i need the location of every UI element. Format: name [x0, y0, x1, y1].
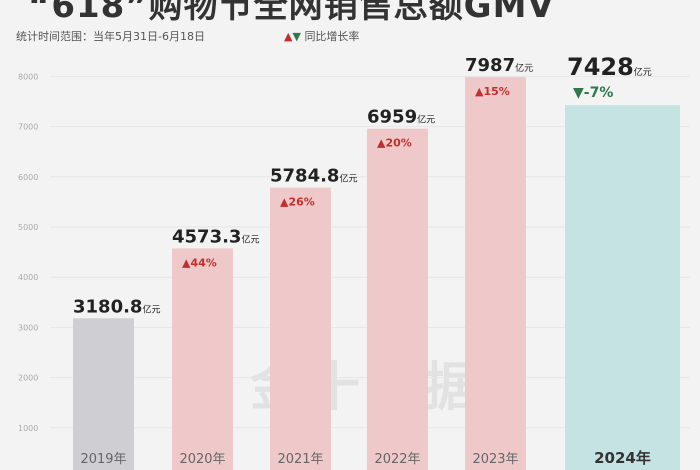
bar	[367, 128, 428, 470]
value-label: 3180.8亿元	[73, 296, 160, 317]
value-label: 7987亿元	[465, 55, 533, 76]
unit-label: 亿元	[634, 66, 652, 78]
x-tick-label: 2019年	[80, 452, 126, 467]
down-arrow-icon: ▼	[292, 30, 301, 43]
bar	[465, 77, 526, 470]
bar	[172, 248, 233, 470]
y-tick-label: 3000	[18, 323, 38, 332]
y-tick-label: 8000	[18, 72, 38, 81]
y-tick-label: 1000	[18, 424, 38, 433]
unit-label: 亿元	[417, 114, 435, 126]
legend-label: 同比增长率	[304, 30, 360, 43]
y-tick-label: 6000	[18, 173, 38, 182]
chart-subtitle: 统计时间范围：当年5月31日-6月18日	[16, 30, 205, 43]
bar	[565, 105, 680, 470]
up-arrow-icon: ▲	[284, 30, 293, 43]
value-label: 5784.8亿元	[270, 166, 357, 187]
growth-label: ▲26%	[280, 196, 315, 209]
bar	[270, 187, 331, 470]
value-label: 7428亿元	[567, 53, 652, 81]
growth-label: ▲20%	[377, 137, 412, 150]
y-tick-label: 5000	[18, 223, 38, 232]
value-label: 6959亿元	[367, 107, 435, 128]
x-tick-label: 2021年	[277, 452, 323, 467]
unit-label: 亿元	[339, 173, 357, 185]
y-tick-label: 4000	[18, 273, 38, 282]
x-tick-label: 2020年	[179, 452, 225, 467]
y-tick-label: 2000	[18, 374, 38, 383]
growth-label: ▲44%	[182, 256, 217, 269]
growth-label: ▼-7%	[573, 85, 613, 101]
unit-label: 亿元	[515, 62, 533, 74]
y-tick-label: 7000	[18, 123, 38, 132]
chart-title: “618”购物节全网销售总额GMV	[28, 0, 555, 26]
growth-label: ▲15%	[475, 85, 510, 98]
x-tick-label: 2024年	[594, 449, 651, 467]
x-tick-label: 2022年	[374, 452, 420, 467]
x-tick-label: 2023年	[472, 452, 518, 467]
bar	[73, 318, 134, 470]
legend: ▲▼ 同比增长率	[284, 28, 359, 44]
value-label: 4573.3亿元	[172, 226, 259, 247]
unit-label: 亿元	[142, 303, 160, 315]
unit-label: 亿元	[241, 233, 259, 245]
